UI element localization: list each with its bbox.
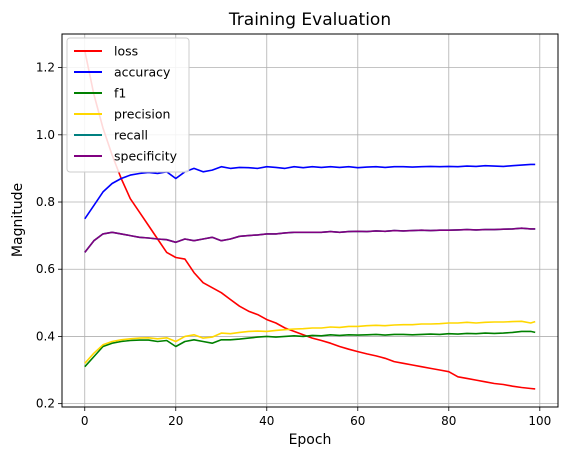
legend-label-recall: recall	[114, 128, 148, 143]
legend-label-f1: f1	[114, 86, 126, 101]
series-line-specificity	[84, 227, 536, 253]
series-line-f1	[84, 330, 536, 368]
plot-frame	[61, 33, 559, 408]
legend-label-accuracy: accuracy	[114, 65, 171, 80]
y-tick-label: 1.0	[36, 128, 55, 142]
x-tick-label: 60	[350, 414, 365, 428]
series-line-precision	[84, 320, 536, 364]
chart-title: Training Evaluation	[228, 10, 391, 30]
legend-label-loss: loss	[114, 44, 138, 59]
y-tick-label: 0.6	[36, 262, 55, 276]
y-tick-label: 1.2	[36, 61, 55, 75]
legend-label-precision: precision	[114, 107, 170, 122]
y-axis-label: Magnitude	[10, 183, 26, 257]
x-tick-label: 20	[168, 414, 183, 428]
y-tick-label: 0.8	[36, 195, 55, 209]
x-axis-label: Epoch	[289, 432, 332, 448]
x-tick-label: 40	[259, 414, 274, 428]
grid	[62, 34, 558, 407]
series-line-accuracy	[84, 163, 536, 220]
legend-label-specificity: specificity	[114, 149, 178, 164]
axis-ticks: 0 20 40 60 80 100 0.2 0.4 0.6 0.8 1.0 1.2	[36, 61, 551, 428]
y-tick-label: 0.4	[36, 329, 55, 343]
x-tick-label: 80	[441, 414, 456, 428]
series-line-loss	[84, 50, 536, 390]
y-tick-label: 0.2	[36, 397, 55, 411]
x-tick-label: 0	[81, 414, 89, 428]
x-tick-label: 100	[528, 414, 551, 428]
series-lines	[84, 50, 536, 390]
legend: loss accuracy f1 precision recall specificity	[66, 37, 190, 173]
